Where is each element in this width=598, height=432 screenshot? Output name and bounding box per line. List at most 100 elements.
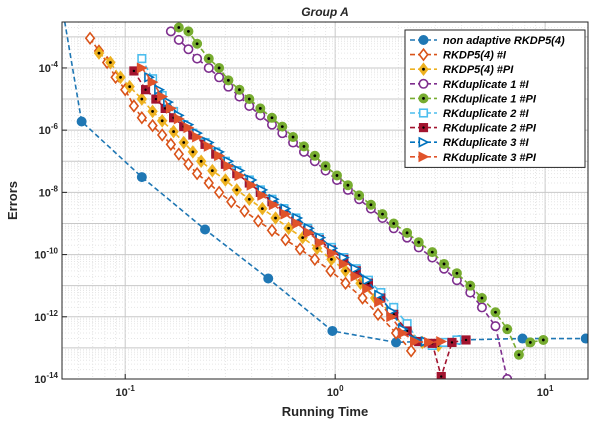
data-point-marker-dot <box>140 97 144 101</box>
data-point-marker <box>147 76 159 88</box>
data-point-marker <box>374 289 386 301</box>
data-point-marker <box>136 172 147 183</box>
x-tick-label: 10-1 <box>116 384 136 399</box>
y-tick-label: 10-10 <box>34 247 58 262</box>
legend-label: RKduplicate 3 #I <box>443 137 530 149</box>
x-tick-label: 101 <box>537 384 554 399</box>
legend-entry: RKduplicate 2 #I <box>410 108 530 120</box>
data-point-marker-dot <box>302 145 306 148</box>
data-point-marker-dot <box>154 97 158 101</box>
data-point-marker-dot <box>210 169 214 173</box>
data-point-marker <box>203 176 214 190</box>
data-point-marker-dot <box>417 240 421 244</box>
data-point-marker-dot <box>330 257 333 261</box>
data-point-marker-dot <box>455 271 459 275</box>
legend-label: RKduplicate 1 #I <box>443 79 530 91</box>
data-point-marker <box>294 242 306 256</box>
data-point-marker-dot <box>119 75 122 79</box>
data-point-marker <box>183 44 194 55</box>
data-point-marker-dot <box>195 42 199 46</box>
data-point-marker <box>418 151 430 163</box>
data-point-marker-dot <box>238 88 241 92</box>
data-point-marker-dot <box>287 226 290 230</box>
data-point-marker <box>315 237 327 249</box>
data-point-marker <box>203 62 214 73</box>
data-point-marker <box>136 111 148 125</box>
data-point-marker <box>362 283 374 295</box>
legend-entry: RKduplicate 2 #PI <box>410 123 537 135</box>
data-point-marker <box>165 26 176 37</box>
y-tick-label: 10-12 <box>34 309 58 324</box>
data-point-marker <box>327 325 338 336</box>
legend-label: RKduplicate 3 #PI <box>443 152 537 164</box>
data-point-marker <box>173 113 185 125</box>
data-point-marker-dot <box>160 119 164 123</box>
data-point-marker <box>84 31 96 46</box>
y-tick-label: 10-8 <box>39 184 59 199</box>
data-point-marker <box>402 319 412 329</box>
data-point-marker-dot <box>151 110 154 113</box>
chart-title: Group A <box>301 5 349 19</box>
data-point-marker-dot <box>464 338 468 342</box>
data-point-marker <box>128 99 140 113</box>
data-point-marker <box>357 291 368 305</box>
data-point-marker-dot <box>132 69 136 73</box>
data-point-marker <box>203 140 215 152</box>
data-point-marker-dot <box>405 231 409 235</box>
data-point-marker <box>372 307 384 322</box>
data-point-marker <box>350 263 362 275</box>
data-point-marker <box>397 327 409 339</box>
data-point-marker-dot <box>422 97 425 100</box>
y-tick-label: 10-14 <box>34 371 58 386</box>
legend-entry: RKduplicate 3 #I <box>410 136 530 149</box>
data-point-marker <box>157 91 169 103</box>
data-point-marker <box>183 122 195 134</box>
data-point-marker-dot <box>528 341 532 344</box>
data-point-marker-dot <box>108 61 112 64</box>
data-point-marker <box>418 47 429 62</box>
legend-label: RKduplicate 1 #PI <box>443 93 537 105</box>
plot-frame <box>61 21 589 380</box>
series-line <box>89 37 412 352</box>
data-point-marker-dot <box>430 250 434 254</box>
data-point-marker <box>386 311 398 323</box>
legend-entry: RKduplicate 1 #I <box>410 79 530 91</box>
data-point-marker <box>325 264 336 278</box>
data-point-marker-dot <box>235 188 239 192</box>
data-point-marker <box>374 296 386 308</box>
data-point-marker <box>362 274 374 286</box>
data-point-marker <box>257 189 269 201</box>
data-point-marker-dot <box>182 141 186 144</box>
series-line <box>141 67 442 344</box>
data-point-marker-dot <box>270 116 274 120</box>
series-8 <box>136 62 448 348</box>
data-point-marker-dot <box>381 212 384 216</box>
series-7 <box>144 71 432 348</box>
data-point-marker <box>173 34 184 45</box>
data-point-marker <box>234 169 246 181</box>
data-point-marker-dot <box>199 159 203 163</box>
data-point-marker <box>76 116 87 127</box>
legend-entry: RKduplicate 3 #PI <box>410 151 537 164</box>
data-point-marker-dot <box>541 338 545 342</box>
series-4 <box>173 22 549 360</box>
data-point-marker-dot <box>344 269 347 273</box>
data-point-marker-dot <box>291 135 295 139</box>
data-point-marker <box>192 53 203 64</box>
data-point-marker <box>223 160 235 172</box>
data-point-marker <box>405 344 417 358</box>
x-tick-label: 100 <box>327 384 344 399</box>
legend-label: non adaptive RKDP5(4) <box>443 35 565 47</box>
data-point-marker-dot <box>450 341 454 344</box>
data-point-marker <box>418 78 429 89</box>
data-point-marker-dot <box>480 296 484 300</box>
data-point-marker <box>239 204 250 218</box>
legend-label: RKDP5(4) #I <box>443 50 507 62</box>
data-point-marker-dot <box>505 327 509 331</box>
data-point-marker-dot <box>422 126 425 129</box>
legend-label: RKduplicate 2 #PI <box>443 123 537 135</box>
data-point-marker-dot <box>177 26 181 29</box>
data-point-marker-dot <box>217 66 221 70</box>
data-point-marker <box>156 128 168 142</box>
